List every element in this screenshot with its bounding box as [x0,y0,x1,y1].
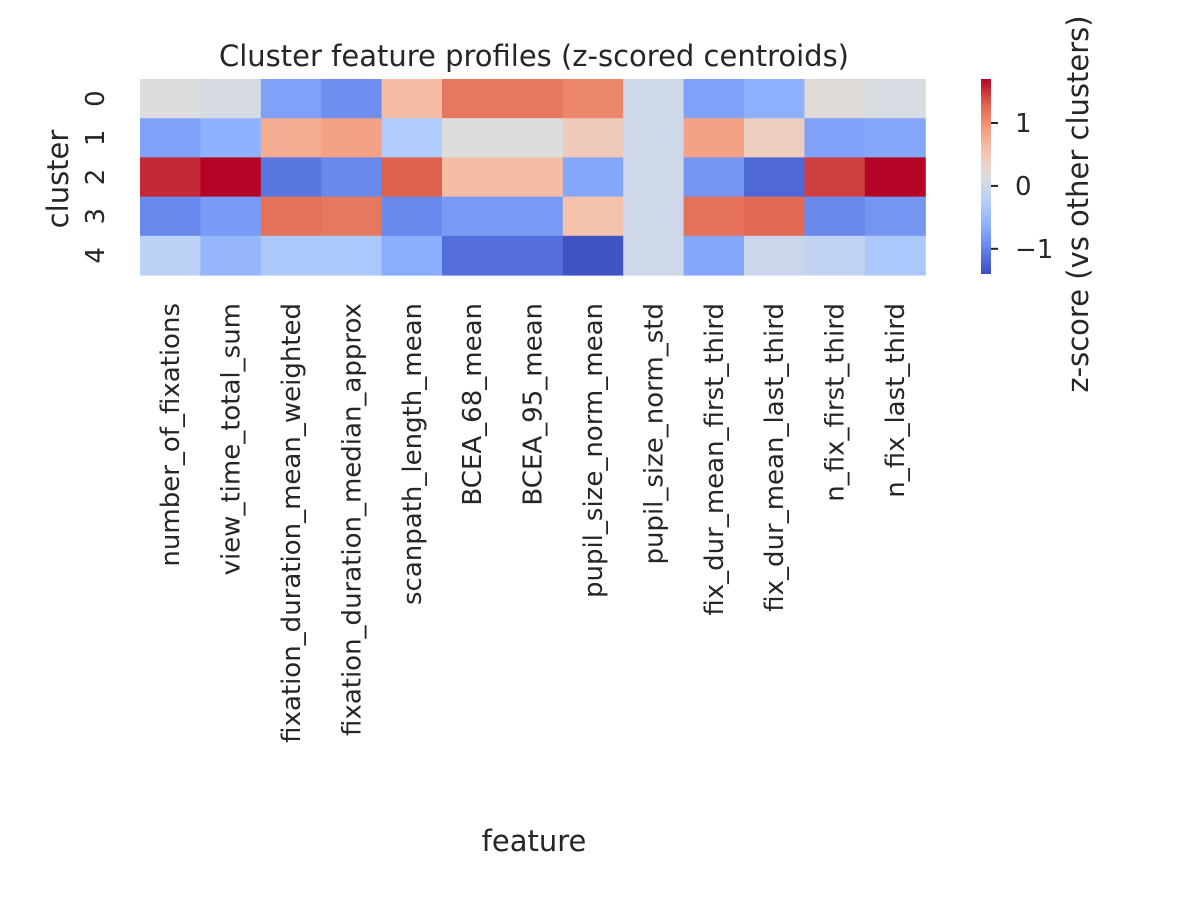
heatmap-cell [623,235,685,276]
heatmap-cell [804,235,866,276]
y-axis-label: cluster [41,130,75,229]
heatmap-cell [683,196,745,237]
heatmap-cell [864,79,926,119]
heatmap-cell [502,157,564,198]
heatmap-cell [381,79,443,119]
heatmap-cell [381,235,443,276]
heatmap-cell [744,196,805,237]
column-tick-label: fix_dur_mean_first_third [700,303,730,616]
heatmap-cell [562,157,624,198]
heatmap-cell [321,196,383,237]
heatmap-cell [744,157,805,198]
column-tick-label: BCEA_95_mean [519,303,549,506]
heatmap-cell [442,196,503,237]
heatmap-cell [442,157,503,198]
heatmap-cell [562,118,624,158]
heatmap-cell [200,79,262,119]
row-tick-label: 4 [81,247,111,264]
colorbar-label: z-score (vs other clusters) [1061,15,1095,392]
heatmap-cell [200,157,262,198]
colorbar-ticks: −1 0 1 [991,109,1053,265]
colorbar-gradient [981,79,991,274]
heatmap-cell [260,235,322,276]
heatmap-cell [140,196,201,237]
colorbar: −1 0 1 z-score (vs other clusters) [981,15,1095,393]
heatmap-cell [321,118,383,158]
colorbar-tick-label: 1 [1015,109,1032,139]
heatmap-cell [562,79,624,119]
heatmap-cell [502,118,564,158]
column-tick-label: fixation_duration_median_approx [337,303,367,736]
heatmap-cell [623,79,685,119]
heatmap-cell [381,118,443,158]
heatmap-cell [744,79,805,119]
heatmap-cell [502,235,564,276]
heatmap-cell [804,118,866,158]
column-tick-label: BCEA_68_mean [458,303,488,506]
heatmap-cells [140,79,926,276]
heatmap-cell [321,79,383,119]
heatmap-cell [260,118,322,158]
colorbar-tick-label: −1 [1015,235,1053,265]
column-tick-label: number_of_fixations [156,303,186,567]
column-tick-label: view_time_total_sum [217,303,247,575]
heatmap-cell [200,196,262,237]
row-tick-label: 3 [81,208,111,225]
heatmap-cell [683,157,745,198]
heatmap-cell [260,196,322,237]
heatmap-cell [683,118,745,158]
column-tick-label: n_fix_first_third [821,303,851,502]
row-tick-label: 0 [81,90,111,107]
heatmap-cell [260,157,322,198]
heatmap-cell [442,79,503,119]
heatmap-cell [140,118,201,158]
heatmap-cell [502,196,564,237]
heatmap-cell [804,79,866,119]
column-tick-label: scanpath_length_mean [398,303,428,605]
heatmap-cell [321,157,383,198]
x-axis-label: feature [482,824,587,858]
column-tick-label: fixation_duration_mean_weighted [277,303,307,743]
column-tick-label: fix_dur_mean_last_third [760,303,790,612]
heatmap-cell [683,235,745,276]
heatmap-cell [442,235,503,276]
row-tick-labels: 0 1 2 3 4 [81,90,111,263]
heatmap-cell [864,196,926,237]
heatmap-cell [623,196,685,237]
column-tick-label: pupil_size_norm_mean [579,303,609,598]
heatmap-cell [683,79,745,119]
heatmap-cell [381,196,443,237]
row-tick-label: 2 [81,169,111,186]
heatmap-cell [562,196,624,237]
heatmap-cell [744,235,805,276]
chart-title: Cluster feature profiles (z-scored centr… [219,39,849,73]
column-tick-labels: number_of_fixations view_time_total_sum fi… [156,303,911,743]
heatmap-cell [140,157,201,198]
heatmap-cell [864,157,926,198]
column-tick-label: n_fix_last_third [881,303,911,498]
heatmap-cell [864,235,926,276]
heatmap-cell [381,157,443,198]
colorbar-tick-label: 0 [1015,172,1032,202]
heatmap-cell [200,118,262,158]
heatmap-cell [744,118,805,158]
heatmap-cell [442,118,503,158]
heatmap-cell [623,157,685,198]
heatmap-cell [562,235,624,276]
heatmap-cell [623,118,685,158]
heatmap-cell [140,235,201,276]
heatmap-cell [200,235,262,276]
heatmap-cell [140,79,201,119]
heatmap-cell [502,79,564,119]
heatmap-cell [804,196,866,237]
column-tick-label: pupil_size_norm_std [639,303,669,565]
heatmap-cell [804,157,866,198]
row-tick-label: 1 [81,130,111,147]
heatmap-cell [864,118,926,158]
heatmap-cell [260,79,322,119]
heatmap-cell [321,235,383,276]
